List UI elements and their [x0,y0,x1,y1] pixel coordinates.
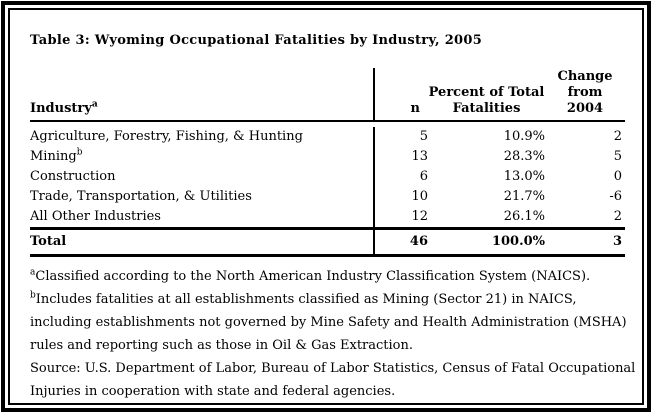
table-row: Trade, Transportation, & Utilities 10 21… [30,187,625,207]
cell-n: 10 [373,187,428,207]
footnote-b-line3: rules and reporting such as those in Oil… [30,338,414,353]
cell-percent: 26.1% [503,209,545,224]
fatalities-table: Industrya n Percent of Total Fatalities … [30,68,625,257]
footnote-marker-b-ref: b [76,147,83,158]
industry-name: Trade, Transportation, & Utilities [30,189,252,204]
cell-change: 5 [613,149,622,164]
table-header-row: Industrya n Percent of Total Fatalities … [30,68,625,122]
source-note: Source: U.S. Department of Labor, Bureau… [30,361,636,376]
col-header-change: Change from 2004 [557,69,613,116]
source-note-line2: Injuries in cooperation with state and f… [30,384,396,399]
cell-percent: 13.0% [503,169,545,184]
table-title: Table 3: Wyoming Occupational Fatalities… [30,33,483,48]
cell-percent: 10.9% [503,129,545,144]
col-header-percent: Percent of Total Fatalities [428,85,545,116]
footnote-marker-a-ref: a [91,99,98,110]
col-header-n-label: n [410,101,420,116]
cell-change: -6 [609,189,622,204]
footnote-b-line2: including establishments not governed by… [30,315,627,330]
total-label: Total [30,234,67,249]
table-body: Agriculture, Forestry, Fishing, & Huntin… [30,122,625,227]
document-frame-inner: Table 3: Wyoming Occupational Fatalities… [8,8,644,405]
industry-name: Construction [30,169,116,184]
total-n: 46 [373,230,428,254]
total-percent: 100.0% [491,234,545,249]
cell-n: 12 [373,207,428,227]
col-header-industry: Industrya [30,68,373,120]
cell-n: 13 [373,147,428,167]
industry-name: All Other Industries [30,209,161,224]
col-header-industry-label: Industry [30,101,92,116]
cell-change: 2 [613,129,622,144]
footnotes: aClassified according to the North Ameri… [30,265,636,403]
col-header-n: n [373,68,428,120]
cell-n: 6 [373,167,428,187]
cell-n: 5 [373,127,428,147]
table-total-row: Total 46 100.0% 3 [30,227,625,257]
footnote-a: aClassified according to the North Ameri… [30,267,591,284]
table-row: Construction 6 13.0% 0 [30,167,625,187]
cell-change: 0 [613,169,622,184]
table-row: Agriculture, Forestry, Fishing, & Huntin… [30,127,625,147]
table-row: All Other Industries 12 26.1% 2 [30,207,625,227]
table-row: Miningb 13 28.3% 5 [30,147,625,167]
footnote-b: bIncludes fatalities at all establishmen… [30,290,577,307]
industry-name: Agriculture, Forestry, Fishing, & Huntin… [30,129,303,144]
cell-percent: 21.7% [503,189,545,204]
cell-percent: 28.3% [503,149,545,164]
industry-name: Mining [30,149,77,164]
cell-change: 2 [613,209,622,224]
total-change: 3 [612,234,622,249]
